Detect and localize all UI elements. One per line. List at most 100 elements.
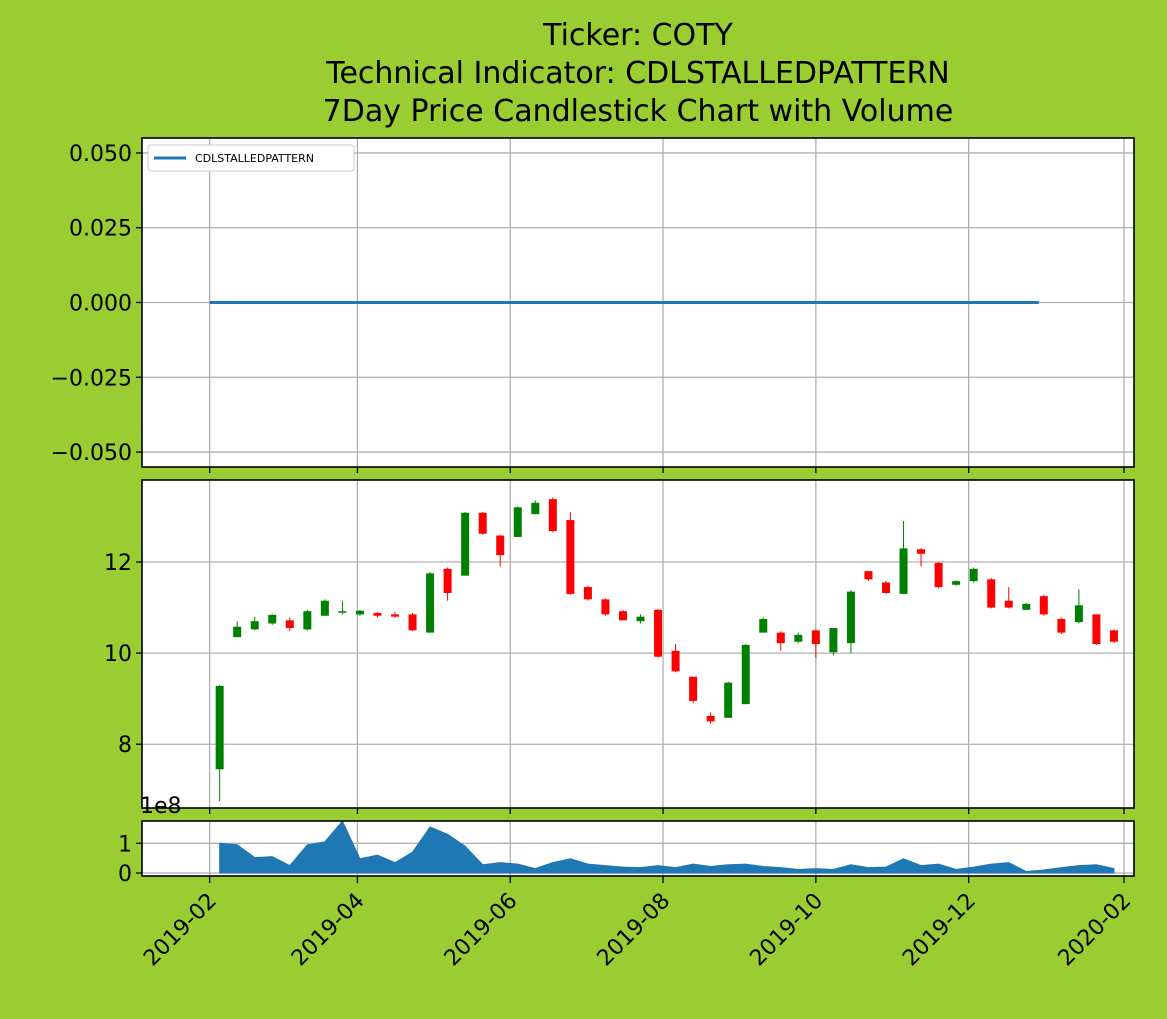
y-tick-label: 0.050: [69, 142, 132, 167]
candle-body: [391, 614, 400, 617]
candle-body: [1057, 618, 1066, 633]
volume-y-axis: 01: [118, 832, 142, 887]
candle-body: [776, 632, 785, 644]
price-grid: [142, 480, 1134, 808]
y-tick-label: 10: [104, 642, 132, 667]
candlestick: [952, 580, 961, 586]
volume-area-fill: [219, 820, 1115, 874]
y-tick-label: 12: [104, 551, 132, 576]
candle-body: [934, 562, 943, 588]
candle-body: [443, 568, 452, 593]
legend-label: CDLSTALLEDPATTERN: [195, 152, 314, 165]
candle-body: [671, 650, 680, 672]
candle-body: [285, 620, 294, 629]
candlestick: [741, 644, 750, 705]
candle-body: [496, 535, 505, 556]
candlestick: [654, 608, 663, 658]
candlestick: [338, 600, 347, 615]
candlestick: [1057, 617, 1066, 634]
candlestick: [1004, 587, 1013, 609]
y-tick-label: −0.025: [51, 366, 132, 391]
price-axes-background: [142, 480, 1134, 808]
candle-body: [1074, 605, 1083, 623]
candlestick: [689, 676, 698, 704]
candlestick: [846, 590, 855, 654]
candlestick: [829, 628, 838, 656]
legend-box: [147, 144, 355, 172]
price-panel: 8 10 12: [104, 479, 1135, 809]
candlestick: [233, 621, 242, 638]
candlestick: [478, 511, 487, 535]
candle-body: [1092, 614, 1101, 644]
price-candles: [215, 497, 1118, 802]
candle-body: [215, 685, 224, 770]
candlestick: [899, 521, 908, 594]
candle-body: [846, 591, 855, 644]
candle-body: [478, 512, 487, 534]
candle-body: [320, 600, 329, 616]
candle-body: [759, 618, 768, 633]
candle-body: [864, 571, 873, 580]
indicator-legend: CDLSTALLEDPATTERN: [147, 144, 355, 172]
indicator-y-axis: 0.050 0.025 0.000 −0.025 −0.050: [51, 142, 142, 466]
candle-body: [355, 610, 364, 615]
candle-body: [373, 613, 382, 616]
title-description: 7Day Price Candlestick Chart with Volume: [323, 94, 954, 129]
candlestick: [1092, 614, 1101, 645]
candlestick: [618, 609, 627, 621]
candle-body: [829, 628, 838, 653]
candlestick: [303, 609, 312, 631]
candle-body: [654, 609, 663, 657]
indicator-axes-frame: [141, 137, 1135, 468]
candlestick: [864, 571, 873, 582]
candle-body: [724, 682, 733, 718]
title-ticker: Ticker: COTY: [542, 18, 733, 53]
candlestick: [513, 506, 522, 537]
candle-body: [1022, 603, 1031, 610]
candlestick: [320, 599, 329, 616]
candlestick: [496, 534, 505, 567]
candlestick: [285, 617, 294, 632]
candle-body: [741, 644, 750, 705]
candle-body: [882, 582, 890, 593]
candle-body: [618, 611, 627, 621]
candlestick: [601, 598, 610, 616]
candle-body: [338, 611, 347, 613]
candlestick: [548, 497, 557, 533]
candle-body: [531, 502, 540, 515]
candlestick: [426, 572, 435, 633]
candle-body: [1004, 600, 1013, 608]
candlestick: [987, 577, 996, 609]
candle-body: [250, 621, 259, 630]
candle-body: [303, 611, 312, 630]
title-indicator: Technical Indicator: CDLSTALLEDPATTERN: [325, 56, 950, 91]
candle-body: [513, 507, 522, 537]
candlestick: [250, 616, 259, 631]
candlestick: [811, 629, 820, 658]
candlestick: [461, 511, 470, 576]
candlestick: [706, 712, 715, 724]
candle-body: [917, 549, 926, 554]
candle-body: [706, 715, 715, 722]
candle-body: [583, 587, 592, 600]
candlestick: [794, 632, 803, 644]
candle-body: [1039, 596, 1048, 615]
candlestick: [355, 609, 364, 616]
candlestick: [215, 685, 224, 802]
candlestick: [443, 567, 452, 601]
candle-body: [268, 614, 277, 624]
candle-body: [601, 599, 610, 615]
candlestick: [373, 612, 382, 618]
y-tick-label: −0.050: [51, 441, 132, 466]
candle-body: [461, 512, 470, 576]
volume-offset-label: 1e8: [140, 794, 182, 819]
y-tick-label: 0.000: [69, 292, 132, 317]
candlestick: [776, 631, 785, 651]
y-tick-label: 8: [118, 733, 132, 758]
candle-body: [566, 520, 575, 594]
candlestick: [1109, 629, 1118, 644]
candlestick: [934, 562, 943, 589]
candle-body: [811, 630, 820, 644]
candle-body: [987, 579, 996, 608]
